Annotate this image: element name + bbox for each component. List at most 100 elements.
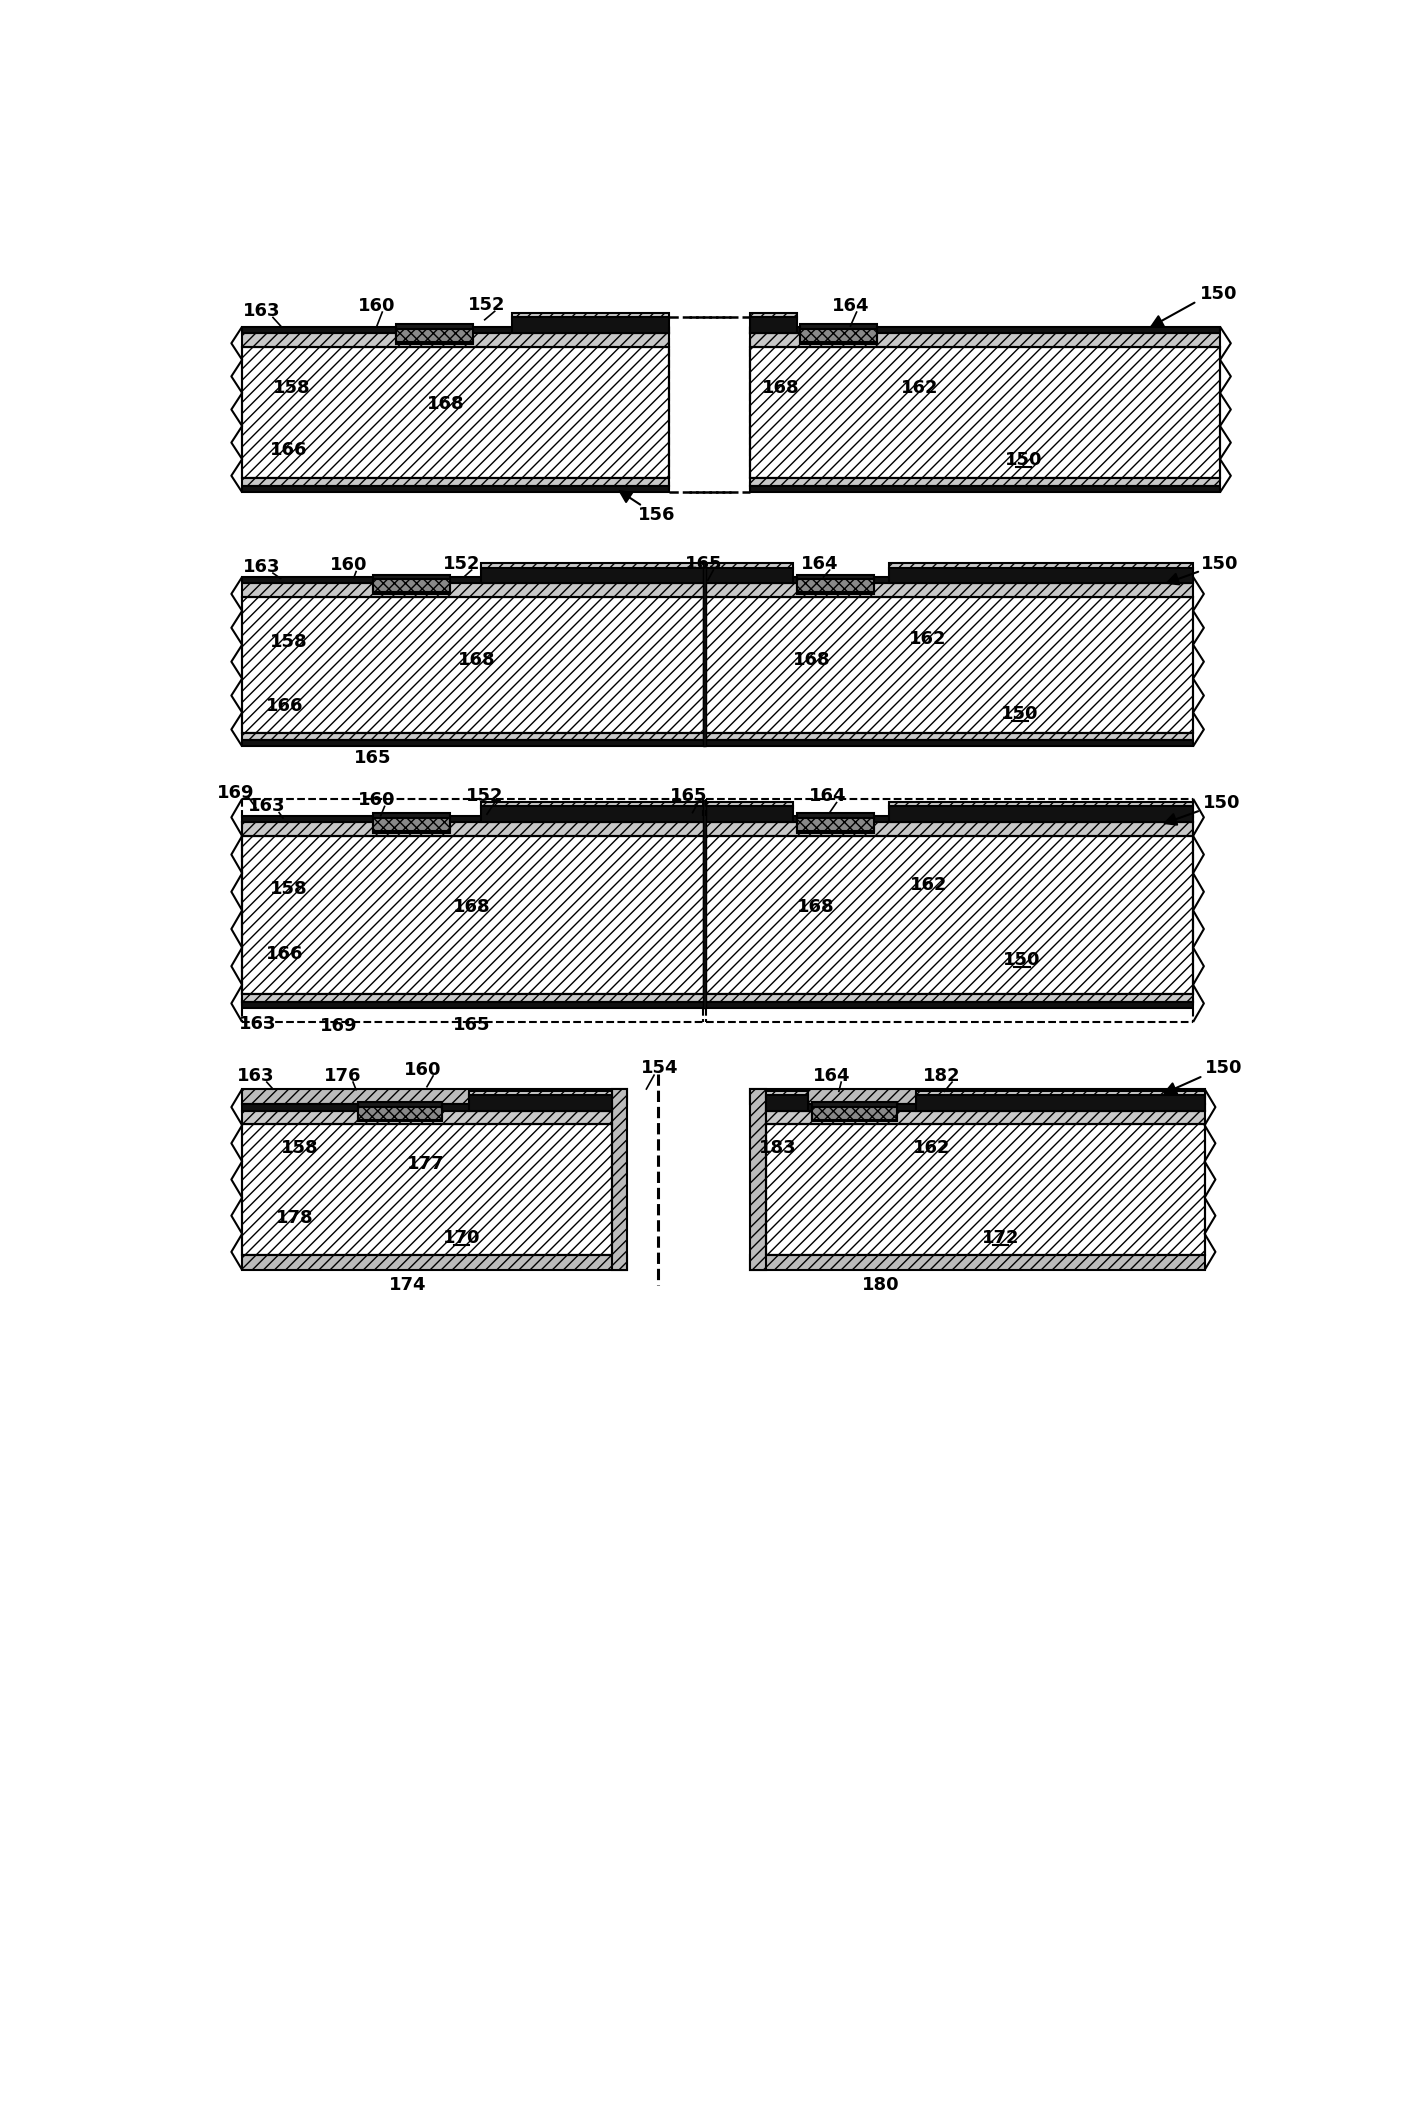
Bar <box>481 801 704 807</box>
Text: 166: 166 <box>266 697 303 714</box>
Bar <box>704 733 1194 740</box>
Bar <box>372 814 450 833</box>
Bar <box>800 330 878 342</box>
Text: 156: 156 <box>637 507 675 524</box>
Text: 165: 165 <box>670 788 708 805</box>
Text: 150: 150 <box>1001 706 1038 723</box>
Bar <box>358 1103 442 1122</box>
Bar <box>889 801 1194 807</box>
Bar <box>704 807 793 822</box>
Bar <box>265 852 681 972</box>
Text: 152: 152 <box>443 556 480 573</box>
Text: 150: 150 <box>1199 285 1238 302</box>
Bar <box>242 1002 704 1008</box>
Bar <box>782 1137 1189 1236</box>
Text: 169: 169 <box>217 784 255 801</box>
Text: 158: 158 <box>282 1139 319 1158</box>
Bar <box>704 598 1194 733</box>
Bar <box>702 801 705 1008</box>
Text: 162: 162 <box>910 877 947 894</box>
Text: 162: 162 <box>901 380 939 397</box>
Text: 150: 150 <box>1202 794 1240 811</box>
Bar <box>750 1088 766 1270</box>
Bar <box>811 1107 896 1120</box>
Bar <box>916 1095 1205 1111</box>
Text: 164: 164 <box>809 788 847 805</box>
Text: 163: 163 <box>248 797 286 816</box>
Bar <box>702 562 705 746</box>
Bar <box>704 822 1194 835</box>
Text: 162: 162 <box>909 630 946 647</box>
Text: 180: 180 <box>862 1276 901 1295</box>
Bar <box>612 1088 627 1270</box>
Bar <box>704 835 1194 995</box>
Text: 160: 160 <box>330 556 367 575</box>
Bar <box>750 478 1221 486</box>
Bar <box>889 562 1194 568</box>
Text: 160: 160 <box>358 298 395 315</box>
Text: 168: 168 <box>797 898 834 915</box>
Bar <box>511 317 670 334</box>
Bar <box>469 1090 612 1097</box>
Bar <box>242 347 670 478</box>
Bar <box>481 562 704 568</box>
Bar <box>242 598 704 733</box>
Bar <box>242 1111 612 1124</box>
Text: 150: 150 <box>1004 951 1041 970</box>
Text: 158: 158 <box>269 634 307 651</box>
Bar <box>396 330 473 342</box>
Bar <box>265 613 681 710</box>
Text: 170: 170 <box>443 1228 480 1247</box>
Bar <box>811 1103 896 1122</box>
Bar <box>766 1105 1205 1111</box>
Text: 163: 163 <box>242 302 280 321</box>
Text: 166: 166 <box>269 442 307 459</box>
Bar <box>704 568 793 583</box>
Bar <box>242 1124 612 1255</box>
Text: 178: 178 <box>276 1209 313 1228</box>
Bar <box>750 328 1221 334</box>
Bar <box>242 835 704 995</box>
Bar <box>242 1088 627 1105</box>
Bar <box>750 334 1221 347</box>
Bar <box>242 478 670 486</box>
Text: 165: 165 <box>354 748 392 767</box>
Text: 152: 152 <box>466 788 504 805</box>
Bar <box>242 1255 627 1270</box>
Bar <box>242 328 670 334</box>
Text: 163: 163 <box>239 1014 276 1033</box>
Bar <box>766 1090 809 1097</box>
Text: 168: 168 <box>453 898 490 915</box>
Bar <box>704 801 793 807</box>
Bar <box>797 818 874 830</box>
Text: 158: 158 <box>273 380 312 397</box>
Text: 183: 183 <box>759 1139 796 1158</box>
Text: 152: 152 <box>469 296 506 315</box>
Bar <box>242 733 704 740</box>
Bar <box>797 579 874 592</box>
Bar <box>728 852 1170 972</box>
Bar <box>704 577 1194 583</box>
Bar <box>704 995 1194 1002</box>
Bar <box>242 1124 612 1255</box>
Bar <box>372 818 450 830</box>
Bar <box>242 486 670 492</box>
Text: 168: 168 <box>793 651 831 670</box>
Bar <box>372 575 450 594</box>
Bar <box>889 568 1194 583</box>
Bar <box>797 814 874 833</box>
Text: 168: 168 <box>428 395 464 412</box>
Bar <box>242 577 704 583</box>
Text: 168: 168 <box>459 651 496 670</box>
Text: 150: 150 <box>1201 556 1239 573</box>
Bar <box>242 740 704 746</box>
Text: 176: 176 <box>323 1067 361 1084</box>
Text: 160: 160 <box>405 1061 442 1080</box>
Bar <box>704 583 1194 598</box>
Bar <box>750 317 797 334</box>
Text: 163: 163 <box>238 1067 275 1084</box>
Text: 164: 164 <box>831 298 869 315</box>
Text: 163: 163 <box>242 558 280 577</box>
Bar <box>766 1111 1205 1124</box>
Bar <box>750 1088 1205 1105</box>
